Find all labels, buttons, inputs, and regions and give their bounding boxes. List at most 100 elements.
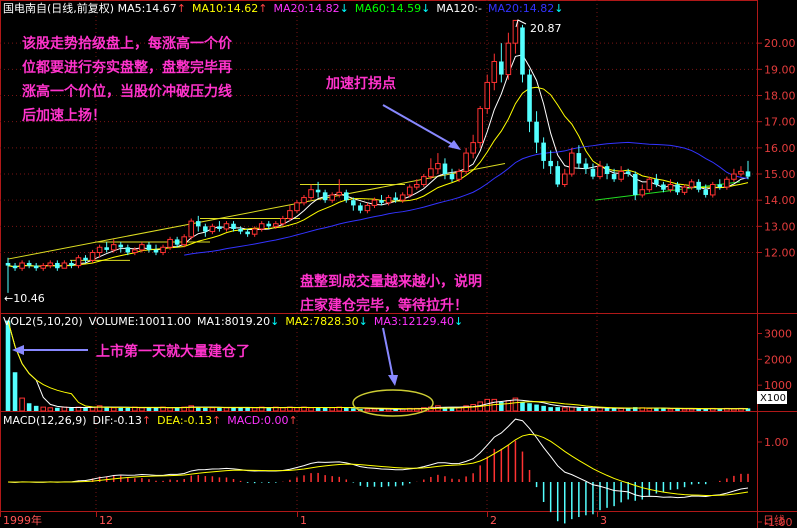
date-tick-label: 1 bbox=[300, 514, 307, 527]
candle-body-up bbox=[491, 60, 498, 83]
candle-body-up bbox=[709, 183, 716, 196]
volume-bar-down bbox=[675, 408, 680, 411]
volume-bar-down bbox=[217, 407, 222, 411]
candle-body-down bbox=[499, 61, 504, 75]
volume-bar-down bbox=[745, 408, 751, 411]
volume-tick-label: 3000 bbox=[764, 328, 792, 341]
candle-body-up bbox=[273, 223, 279, 227]
dea-line bbox=[7, 433, 749, 496]
annotation-line: 盘整到成交量越来越小，说明 bbox=[300, 273, 482, 290]
volume-bar-down bbox=[625, 408, 631, 411]
legend-arrow: ↓ bbox=[454, 315, 463, 328]
legend-item: MA20:14.82 bbox=[488, 2, 554, 15]
candle-body-down bbox=[541, 142, 546, 161]
annotation-first-day: 上市第一天就大量建仓了 bbox=[96, 343, 250, 360]
candle-body-up bbox=[477, 108, 483, 144]
volume-bar-down bbox=[322, 407, 328, 411]
candle-body-up bbox=[667, 183, 674, 191]
candle-body-up bbox=[223, 223, 230, 230]
candle-body-down bbox=[583, 163, 589, 169]
volume-bar-up bbox=[329, 407, 335, 412]
candle-body-down bbox=[125, 247, 131, 253]
arrow-turning-point-head bbox=[448, 140, 461, 150]
candle-body-up bbox=[646, 178, 653, 191]
candle-body-down bbox=[174, 239, 180, 245]
volume-bar-down bbox=[33, 405, 39, 411]
volume-bar-down bbox=[83, 407, 88, 411]
candle-body-down bbox=[12, 265, 18, 269]
chart-title: 国电南自(日线,前复权) bbox=[3, 1, 118, 15]
legend-arrow: ↓ bbox=[340, 2, 349, 15]
candle-body-down bbox=[379, 200, 384, 203]
candle-body-down bbox=[238, 228, 243, 232]
candle-body-up bbox=[738, 170, 744, 175]
volume-bar-down bbox=[379, 409, 384, 411]
ma10-line bbox=[7, 86, 749, 268]
volume-bar-up bbox=[223, 407, 230, 412]
volume-bar-up bbox=[667, 408, 674, 412]
volume-bar-down bbox=[174, 407, 180, 411]
legend-arrow: ↓ bbox=[359, 315, 368, 328]
volume-bar-down bbox=[520, 401, 525, 411]
candle-body-up bbox=[731, 173, 737, 180]
candle-body-down bbox=[661, 184, 666, 190]
volume-bar-up bbox=[110, 407, 117, 412]
legend-arrow: ↑ bbox=[288, 414, 297, 427]
volume-bar-down bbox=[266, 407, 272, 411]
candlesticks bbox=[5, 19, 751, 293]
legend-item: MA60:14.59 bbox=[355, 2, 421, 15]
candle-body-up bbox=[681, 186, 688, 193]
trend-lines bbox=[7, 163, 741, 261]
volume-bar-down bbox=[703, 408, 709, 411]
candle-body-up bbox=[301, 197, 307, 204]
volume-bar-up bbox=[19, 397, 25, 412]
annotation-line: 涨高一个价位，当股价冲破压力线 bbox=[22, 83, 232, 100]
volume-tick-label: 2000 bbox=[764, 353, 792, 366]
legend-arrow: ↓ bbox=[421, 2, 430, 15]
candle-body-down bbox=[343, 192, 349, 201]
candle-body-down bbox=[520, 27, 525, 75]
legend-item: DEA:-0.13 bbox=[157, 414, 212, 427]
volume-bar-up bbox=[47, 407, 54, 412]
price-axis: 12.00 13.00 14.00 15.00 16.00 17.00 18.00 19.00… bbox=[757, 37, 796, 528]
candle-body-up bbox=[209, 225, 216, 233]
volume-bar-down bbox=[146, 407, 152, 411]
moving-average-lines bbox=[7, 54, 749, 268]
annotation-trend-note: 该股走势拾级盘上，每涨高一个价位都要进行夯实盘整，盘整完毕再涨高一个价位，当股价… bbox=[22, 35, 233, 124]
volume-bar-down bbox=[118, 407, 124, 411]
volume-bar-down bbox=[104, 407, 109, 411]
volume-scale-label: X100 bbox=[760, 393, 786, 404]
candle-body-up bbox=[294, 202, 300, 212]
candle-body-up bbox=[47, 262, 54, 267]
candle-body-up bbox=[251, 228, 258, 235]
candle-body-down bbox=[195, 221, 201, 227]
candle-body-down bbox=[245, 231, 250, 235]
candle-body-up bbox=[470, 142, 476, 154]
candle-body-down bbox=[315, 189, 321, 193]
candle-body-up bbox=[167, 238, 173, 248]
volume-bar-down bbox=[499, 401, 504, 411]
volume-bars bbox=[5, 320, 751, 412]
candle-body-up bbox=[421, 176, 427, 185]
candle-body-up bbox=[40, 265, 47, 269]
candle-body-down bbox=[576, 153, 582, 164]
candle-body-up bbox=[258, 223, 265, 230]
candle-body-down bbox=[358, 205, 363, 211]
candle-body-down bbox=[717, 184, 723, 188]
price-tick-label: 14.00 bbox=[764, 194, 796, 207]
volume-bar-up bbox=[569, 406, 575, 412]
volume-bar-up bbox=[561, 407, 568, 412]
candle-body-up bbox=[569, 152, 575, 175]
volume-bar-down bbox=[393, 409, 398, 411]
candle-body-up bbox=[75, 257, 82, 267]
macd-tick-label: 1.00 bbox=[764, 436, 789, 449]
price-header: 国电南自(日线,前复权) MA5:14.67↑ MA10:14.62↑ MA20:1… bbox=[3, 1, 563, 15]
candle-body-down bbox=[26, 262, 32, 266]
candle-body-down bbox=[104, 247, 109, 250]
candle-body-up bbox=[61, 262, 68, 269]
annotation-line: 后加速上扬！ bbox=[22, 107, 106, 124]
volume-bar-up bbox=[470, 404, 476, 412]
candle-body-up bbox=[639, 189, 646, 196]
annotation-line: 位都要进行夯实盘整，盘整完毕再 bbox=[22, 59, 232, 76]
